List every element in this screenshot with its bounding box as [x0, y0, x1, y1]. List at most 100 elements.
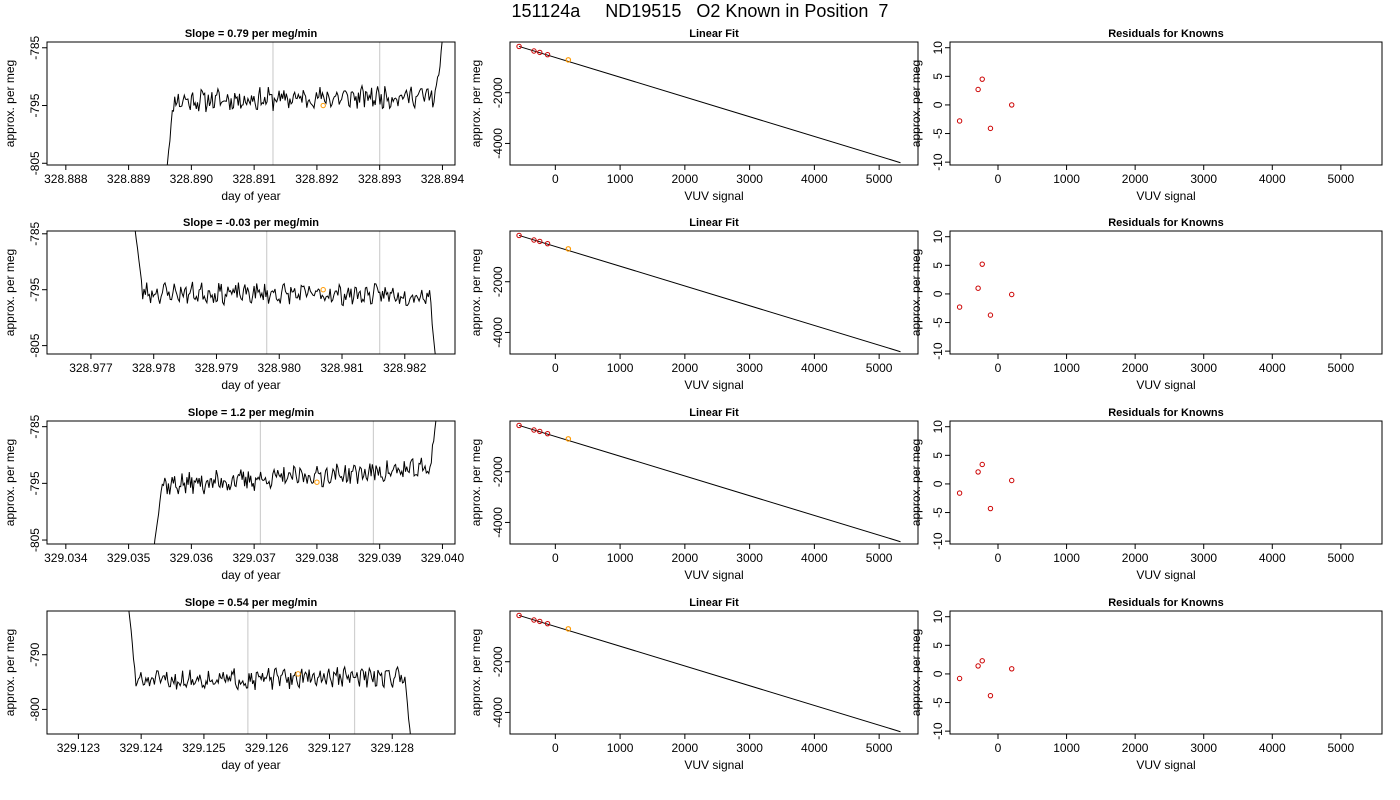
x-tick-label: 5000 [866, 361, 893, 375]
y-axis-label: approx. per meg [909, 249, 923, 336]
plot-frame [46, 41, 456, 166]
x-tick-label: 5000 [866, 741, 893, 755]
x-tick-label: 0 [995, 172, 1002, 186]
fit-line [518, 45, 901, 164]
residual-point [987, 505, 994, 512]
known-point [516, 43, 522, 50]
plot-area [134, 231, 436, 354]
plot-area [166, 42, 443, 165]
plot-panel-time-series-3: Slope = 1.2 per meg/min 329.034 329.035 329… [3, 407, 464, 582]
plot-area [516, 422, 901, 543]
y-tick-label: -10 [931, 532, 945, 550]
y-axis-label: approx. per meg [469, 439, 483, 526]
plot-area [153, 421, 437, 544]
y-tick-label: -805 [28, 528, 42, 552]
residual-point [975, 469, 981, 475]
x-tick-label: 328.894 [421, 172, 465, 186]
signal-line [153, 421, 437, 544]
x-tick-label: 3000 [736, 172, 763, 186]
x-axis-label: VUV signal [684, 189, 743, 203]
plot-frame [949, 610, 1383, 735]
plot-title: Slope = 0.54 per meg/min [185, 597, 318, 609]
plot-area [956, 261, 1015, 318]
y-tick-label: 0 [931, 480, 945, 487]
residual-point [975, 663, 981, 669]
known-point [537, 49, 543, 56]
x-axis-label: VUV signal [1136, 378, 1195, 392]
x-tick-label: 3000 [1190, 551, 1217, 565]
sample-marker [320, 287, 326, 293]
plot-area [516, 232, 901, 353]
x-tick-label: 4000 [801, 172, 828, 186]
sample-marker [295, 671, 301, 677]
y-axis-label: approx. per meg [909, 629, 923, 716]
y-tick-label: -4000 [491, 697, 505, 728]
residual-point [987, 692, 994, 699]
plot-title: Residuals for Knowns [1108, 28, 1224, 40]
x-tick-label: 329.040 [421, 551, 465, 565]
plot-panel-linear-fit-1: Linear Fit 0 1000 2000 3000 4000 5000 -2000 -400… [469, 28, 919, 203]
x-tick-label: 0 [552, 361, 559, 375]
known-point [531, 237, 537, 243]
y-tick-label: -785 [28, 35, 42, 59]
plot-area [516, 612, 901, 733]
x-tick-label: 2000 [672, 361, 699, 375]
x-tick-label: 4000 [1259, 361, 1286, 375]
y-tick-label: -800 [28, 697, 42, 721]
y-tick-label: -5 [931, 697, 945, 708]
plot-title: Slope = 0.79 per meg/min [185, 28, 318, 40]
plot-frame [949, 420, 1383, 545]
plot-area [128, 611, 411, 734]
x-tick-label: 329.034 [44, 551, 88, 565]
y-tick-label: 5 [931, 642, 945, 649]
y-tick-label: 5 [931, 452, 945, 459]
x-axis-label: day of year [221, 378, 280, 392]
x-axis-label: VUV signal [1136, 568, 1195, 582]
sample-point [565, 436, 572, 442]
residual-point [979, 658, 985, 664]
x-tick-label: 4000 [801, 361, 828, 375]
known-point [531, 617, 537, 623]
x-tick-label: 4000 [1259, 551, 1286, 565]
plot-frame [949, 230, 1383, 355]
plot-frame [509, 420, 919, 545]
y-tick-label: -805 [28, 333, 42, 357]
sample-point [565, 626, 572, 632]
y-tick-label: 10 [931, 41, 945, 55]
sample-point [565, 57, 572, 63]
fit-line [518, 614, 901, 733]
x-tick-label: 1000 [1053, 172, 1080, 186]
plot-area [516, 43, 901, 164]
y-tick-label: -785 [28, 414, 42, 438]
page-title: 151124a ND19515 O2 Known in Position 7 [511, 1, 889, 21]
residual-point [1009, 102, 1015, 108]
plot-panel-time-series-2: Slope = -0.03 per meg/min 328.977 328.978 3… [3, 217, 456, 392]
x-tick-label: 2000 [1122, 741, 1149, 755]
x-tick-label: 329.125 [182, 741, 226, 755]
plot-title: Linear Fit [689, 217, 739, 229]
x-tick-label: 1000 [607, 741, 634, 755]
x-tick-label: 328.890 [170, 172, 214, 186]
x-tick-label: 4000 [1259, 172, 1286, 186]
plot-title: Linear Fit [689, 407, 739, 419]
signal-line [166, 42, 443, 165]
y-axis-label: approx. per meg [909, 60, 923, 147]
residual-point [975, 86, 981, 93]
x-tick-label: 3000 [1190, 741, 1217, 755]
known-point [544, 430, 551, 437]
residual-point [987, 312, 994, 318]
y-tick-label: 10 [931, 610, 945, 624]
x-tick-label: 1000 [607, 551, 634, 565]
residual-point [975, 285, 981, 291]
plot-title: Linear Fit [689, 597, 739, 609]
x-tick-label: 1000 [607, 361, 634, 375]
x-tick-label: 328.888 [44, 172, 88, 186]
x-tick-label: 0 [552, 172, 559, 186]
y-tick-label: 10 [931, 230, 945, 244]
x-tick-label: 0 [995, 361, 1002, 375]
plot-title: Residuals for Knowns [1108, 217, 1224, 229]
y-tick-label: -795 [28, 277, 42, 301]
x-tick-label: 2000 [1122, 172, 1149, 186]
y-tick-label: -4000 [491, 507, 505, 538]
y-axis-label: approx. per meg [3, 60, 17, 147]
